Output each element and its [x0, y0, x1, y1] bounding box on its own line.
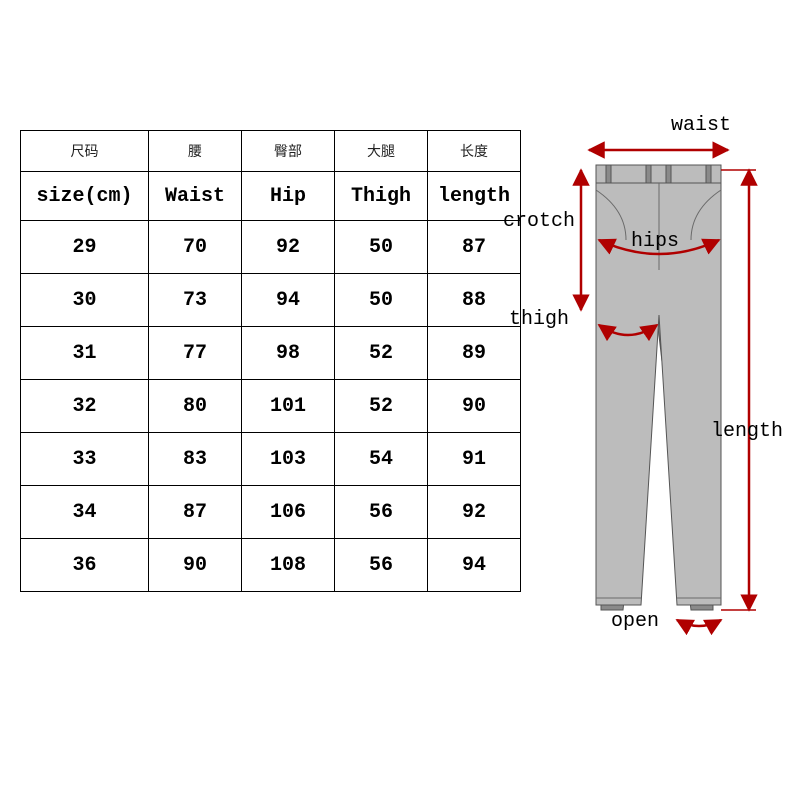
cell-hip: 103: [242, 433, 335, 486]
cell-waist: 77: [149, 327, 242, 380]
size-chart-header-cn: 尺码 腰 臀部 大腿 长度: [21, 131, 521, 172]
cell-hip: 106: [242, 486, 335, 539]
open-arrow: [677, 620, 721, 626]
col-header-en-size: size(cm): [21, 172, 149, 221]
cell-waist: 73: [149, 274, 242, 327]
col-header-en-thigh: Thigh: [335, 172, 428, 221]
cell-size: 34: [21, 486, 149, 539]
cell-thigh: 56: [335, 486, 428, 539]
cell-thigh: 50: [335, 274, 428, 327]
size-chart-header-en: size(cm) Waist Hip Thigh length: [21, 172, 521, 221]
cell-thigh: 52: [335, 380, 428, 433]
cell-size: 33: [21, 433, 149, 486]
size-chart-table: 尺码 腰 臀部 大腿 长度 size(cm) Waist Hip Thigh l…: [20, 130, 521, 592]
cell-length: 92: [428, 486, 521, 539]
hips-label: hips: [631, 230, 679, 253]
col-header-cn-waist: 腰: [149, 131, 242, 172]
cell-thigh: 56: [335, 539, 428, 592]
cell-hip: 101: [242, 380, 335, 433]
waist-label: waist: [671, 114, 731, 137]
table-row: 31 77 98 52 89: [21, 327, 521, 380]
table-row: 33 83 103 54 91: [21, 433, 521, 486]
cell-length: 91: [428, 433, 521, 486]
table-row: 34 87 106 56 92: [21, 486, 521, 539]
cell-thigh: 54: [335, 433, 428, 486]
table-row: 32 80 101 52 90: [21, 380, 521, 433]
cell-hip: 92: [242, 221, 335, 274]
table-row: 29 70 92 50 87: [21, 221, 521, 274]
cell-hip: 94: [242, 274, 335, 327]
col-header-en-hip: Hip: [242, 172, 335, 221]
col-header-cn-hip: 臀部: [242, 131, 335, 172]
thigh-label: thigh: [509, 308, 569, 331]
cell-size: 31: [21, 327, 149, 380]
cell-waist: 83: [149, 433, 242, 486]
pants-measurement-diagram: waist crotch hips thigh length open: [531, 120, 781, 640]
cell-length: 88: [428, 274, 521, 327]
cell-waist: 87: [149, 486, 242, 539]
cell-size: 29: [21, 221, 149, 274]
cell-thigh: 52: [335, 327, 428, 380]
table-row: 36 90 108 56 94: [21, 539, 521, 592]
cell-thigh: 50: [335, 221, 428, 274]
cell-length: 90: [428, 380, 521, 433]
cell-size: 36: [21, 539, 149, 592]
col-header-cn-length: 长度: [428, 131, 521, 172]
col-header-cn-size: 尺码: [21, 131, 149, 172]
cell-waist: 90: [149, 539, 242, 592]
cell-size: 30: [21, 274, 149, 327]
table-row: 30 73 94 50 88: [21, 274, 521, 327]
cell-size: 32: [21, 380, 149, 433]
col-header-cn-thigh: 大腿: [335, 131, 428, 172]
cell-hip: 108: [242, 539, 335, 592]
crotch-label: crotch: [503, 210, 575, 233]
cell-length: 89: [428, 327, 521, 380]
cell-hip: 98: [242, 327, 335, 380]
cell-waist: 70: [149, 221, 242, 274]
cell-length: 94: [428, 539, 521, 592]
pants-diagram-svg: [531, 120, 781, 640]
length-label: length: [711, 420, 783, 443]
col-header-en-waist: Waist: [149, 172, 242, 221]
open-label: open: [611, 610, 659, 633]
cell-waist: 80: [149, 380, 242, 433]
